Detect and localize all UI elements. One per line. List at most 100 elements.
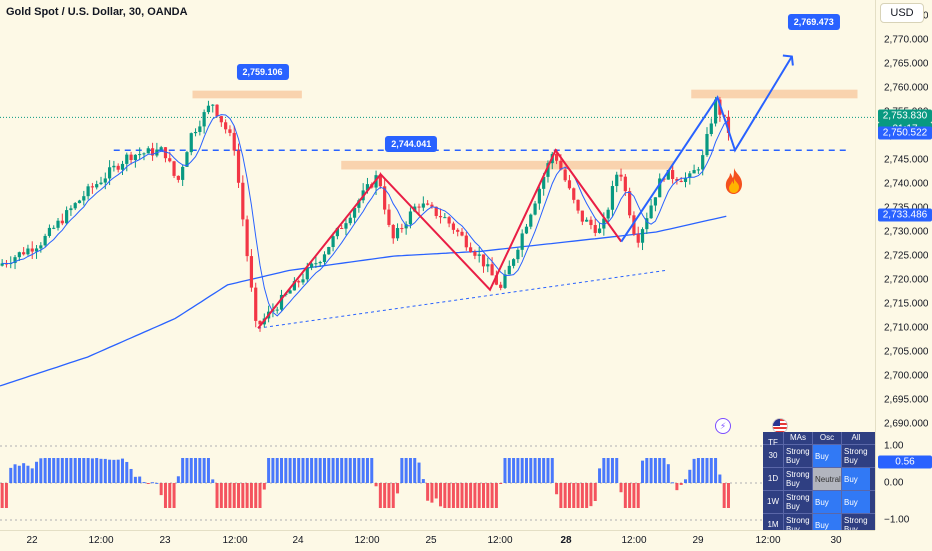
- oscillator-bar: [297, 458, 301, 483]
- oscillator-bar: [17, 465, 21, 483]
- candle-body: [559, 160, 563, 170]
- oscillator-bar: [305, 458, 309, 483]
- price-chart[interactable]: [0, 0, 875, 440]
- oscillator-bar: [344, 458, 348, 483]
- candle-body: [602, 218, 606, 229]
- candle-body: [511, 259, 516, 266]
- candle-body: [701, 155, 705, 170]
- candle-body: [202, 112, 206, 127]
- candle-body: [610, 186, 615, 210]
- candle-body: [623, 176, 627, 192]
- oscillator-bar: [400, 458, 404, 483]
- candle-body: [331, 236, 335, 248]
- oscillator-bar: [636, 483, 640, 508]
- candle-body: [473, 251, 477, 256]
- candle-body: [120, 163, 125, 170]
- candle-body: [597, 228, 602, 233]
- candle-body: [378, 175, 382, 187]
- oscillator-bar: [4, 483, 8, 508]
- time-axis[interactable]: 22 12:00 23 12:00 24 12:00 25 12:00 28 12:00 29 12:…: [0, 530, 875, 551]
- candle-body: [585, 219, 589, 222]
- candle-body: [391, 224, 395, 239]
- oscillator-panel[interactable]: [0, 440, 875, 530]
- candle-body: [400, 228, 404, 230]
- candle-body: [56, 220, 60, 228]
- oscillator-bar: [0, 483, 4, 508]
- candle-body: [133, 154, 137, 161]
- candle-body: [529, 214, 533, 227]
- oscillator-bar: [683, 479, 687, 483]
- supply-zone: [192, 90, 302, 99]
- oscillator-bar: [572, 483, 576, 508]
- oscillator-bar: [396, 483, 400, 494]
- oscillator-bar: [606, 458, 610, 483]
- oscillator-bar: [679, 483, 683, 485]
- oscillator-bar: [95, 458, 99, 483]
- candle-body: [640, 229, 645, 243]
- candle-body: [348, 217, 352, 224]
- candle-body: [305, 267, 309, 280]
- oscillator-bar: [714, 458, 718, 483]
- candle-body: [632, 215, 636, 235]
- candle-body: [344, 223, 348, 229]
- time-tick-label: 22: [26, 535, 38, 546]
- candle-body: [572, 188, 576, 200]
- oscillator-bar: [198, 458, 202, 483]
- candle-body: [189, 133, 193, 153]
- candle-body: [47, 227, 52, 236]
- oscillator-bar: [473, 483, 477, 508]
- projection-arrowhead: [782, 54, 794, 66]
- oscillator-bar: [726, 483, 730, 508]
- candle-body: [138, 154, 142, 156]
- candle-body: [606, 209, 610, 219]
- oscillator-bar: [649, 458, 653, 483]
- oscillator-bar: [13, 464, 17, 483]
- price-line-label: 2,750.522: [878, 126, 932, 140]
- oscillator-bar: [443, 483, 447, 508]
- price-tick-label: 2,715.000: [884, 298, 929, 310]
- oscillator-tick-label: 0.00: [884, 477, 904, 489]
- candle-body: [683, 177, 688, 182]
- time-tick-label: 28: [560, 535, 572, 546]
- candle-body: [17, 252, 21, 258]
- oscillator-bar: [559, 483, 563, 508]
- candle-body: [77, 200, 82, 204]
- supply-zone: [341, 160, 674, 170]
- oscillator-bar: [151, 482, 155, 484]
- oscillator-bar: [641, 460, 645, 483]
- candle-body: [352, 207, 357, 218]
- oscillator-bar: [331, 458, 335, 483]
- oscillator-bar: [176, 476, 180, 483]
- oscillator-bar: [542, 458, 546, 483]
- wave-pattern: [257, 148, 623, 329]
- candle-body: [211, 104, 215, 106]
- oscillator-bar: [512, 458, 516, 483]
- candle-body: [434, 206, 438, 216]
- oscillator-bar: [168, 483, 172, 508]
- technicals-row-1m: 1M Strong Buy Buy Strong Buy: [763, 513, 875, 530]
- oscillator-bar: [47, 458, 51, 483]
- price-tick-label: 2,745.000: [884, 154, 929, 166]
- currency-button[interactable]: USD: [880, 3, 924, 23]
- candle-body: [297, 281, 301, 283]
- candle-body: [481, 254, 486, 267]
- candle-body: [13, 257, 17, 264]
- oscillator-bar: [662, 458, 666, 483]
- oscillator-bar: [585, 483, 589, 508]
- candle-body: [26, 248, 30, 255]
- candle-body: [726, 116, 731, 133]
- tf-header: TF: [768, 438, 778, 447]
- lightning-icon[interactable]: ⚡: [715, 418, 731, 434]
- all-cell: Buy: [841, 491, 870, 513]
- oscillator-bar: [439, 483, 443, 507]
- candle-body: [198, 126, 202, 132]
- candle-body: [60, 220, 64, 224]
- oscillator-bar: [82, 458, 86, 483]
- candle-body: [593, 225, 597, 233]
- oscillator-bar: [361, 458, 365, 483]
- candle-body: [176, 175, 180, 180]
- price-axis[interactable]: 2,690.000 2,695.000 2,700.000 2,705.000 2,71…: [875, 0, 932, 530]
- candle-body: [520, 233, 524, 250]
- candle-body: [228, 129, 232, 133]
- candle-body: [322, 254, 327, 263]
